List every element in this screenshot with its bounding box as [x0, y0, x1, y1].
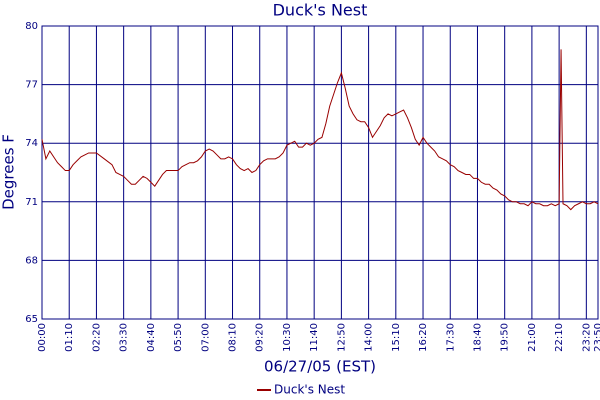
chart-title: Duck's Nest	[273, 1, 368, 20]
x-tick-label: 19:50	[500, 323, 511, 352]
x-tick-label: 16:20	[418, 323, 429, 352]
legend-label: Duck's Nest	[274, 383, 345, 397]
x-tick-label: 09:20	[255, 323, 266, 352]
x-tick-label: 11:40	[309, 323, 320, 352]
x-axis-label: 06/27/05 (EST)	[264, 358, 376, 376]
x-tick-label: 18:40	[472, 323, 483, 352]
x-tick-label: 00:00	[37, 323, 48, 352]
x-tick-label: 08:10	[228, 323, 239, 352]
y-tick-label: 77	[25, 80, 38, 91]
x-tick-label: 05:50	[173, 323, 184, 352]
x-tick-label: 17:30	[445, 323, 456, 352]
y-tick-label: 65	[25, 314, 38, 325]
y-tick-label: 71	[25, 197, 38, 208]
data-line	[41, 49, 599, 211]
plot-border	[41, 25, 599, 320]
x-tick-label: 12:50	[336, 323, 347, 352]
x-tick-label: 15:10	[391, 323, 402, 352]
x-tick-label: 01:10	[64, 323, 75, 352]
x-tick-label: 04:40	[146, 323, 157, 352]
y-axis-label: Degrees F	[0, 134, 18, 210]
x-tick-label: 21:00	[527, 323, 538, 352]
y-tick-label: 68	[25, 255, 38, 266]
y-tick-label: 74	[25, 138, 38, 149]
x-tick-label: 22:10	[554, 323, 565, 352]
x-tick-label: 14:00	[364, 323, 375, 352]
x-tick-label: 23:50	[593, 323, 600, 352]
x-tick-label: 10:30	[282, 323, 293, 352]
x-tick-label: 03:30	[119, 323, 130, 352]
y-tick-label: 80	[25, 21, 38, 32]
x-tick-label: 02:20	[91, 323, 102, 352]
x-tick-label: 07:00	[200, 323, 211, 352]
x-tick-label: 23:20	[581, 323, 592, 352]
